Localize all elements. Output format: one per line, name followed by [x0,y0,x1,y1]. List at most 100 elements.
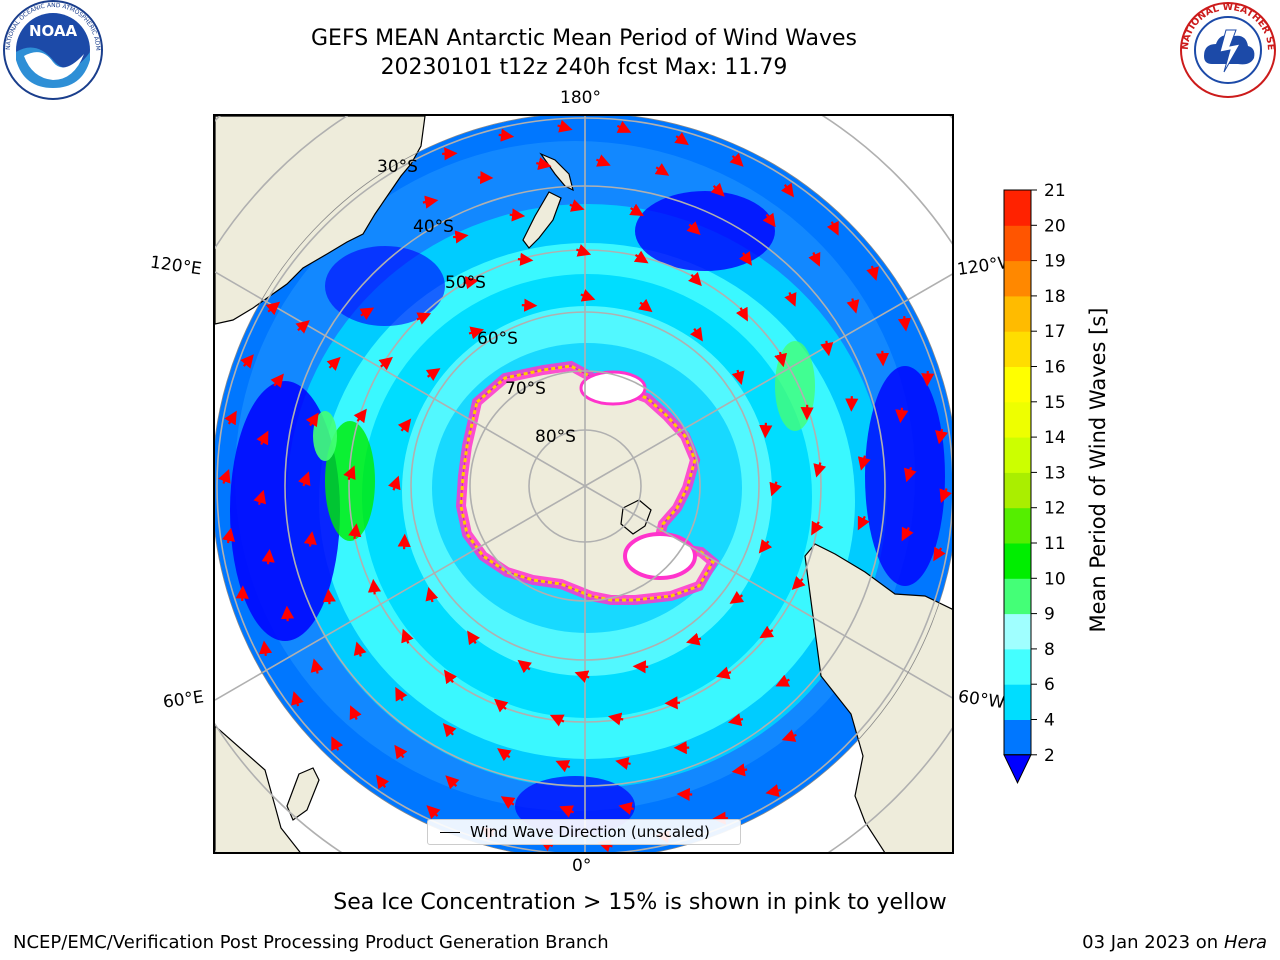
wind-wave-arrow [509,208,526,222]
wind-wave-arrow [253,489,267,506]
wind-wave-arrow [765,784,781,798]
wind-wave-arrow [901,526,914,542]
wind-wave-arrow [615,756,631,770]
wind-wave-arrow [935,428,948,445]
title: GEFS MEAN Antarctic Mean Period of Wind … [311,26,857,51]
wind-wave-arrow [607,712,624,726]
colorbar-segment [1004,719,1031,756]
legend-line-swatch [440,831,460,833]
wind-wave-arrow [425,587,439,603]
colorbar-tick-label: 12 [1044,499,1066,519]
wind-wave-arrow [452,230,469,244]
wind-wave-arrow [425,368,441,381]
wind-wave-arrow [549,714,565,727]
wind-wave-arrow [310,658,324,674]
wind-wave-arrow [497,748,512,762]
wind-wave-arrow [517,659,532,674]
colorbar: 2 4 6 8 9 10 11 12 13 14 15 16 17 18 19 20 21 [995,180,1075,790]
wind-wave-arrow [265,301,281,316]
colorbar-segment [1004,295,1031,332]
wind-wave-arrow [298,471,311,487]
colorbar-segment [1004,543,1031,579]
colorbar-segment [1004,225,1031,262]
wind-wave-arrow [291,691,304,707]
wind-wave-arrow [638,298,653,313]
lon-label-180: 180° [560,88,601,108]
wind-wave-arrow [463,276,479,290]
colorbar-segment [1004,437,1031,473]
wind-wave-arrow [256,430,269,446]
wind-wave-arrow [595,154,611,167]
wind-wave-arrow [735,306,748,322]
lat-label-40s: 40°S [413,217,454,237]
lon-label-60e: 60°E [161,687,206,713]
wind-wave-arrow [784,291,797,307]
wind-wave-arrow [388,475,401,491]
wind-wave-arrow [939,488,952,504]
wind-wave-arrow [395,686,408,702]
wind-wave-arrow [762,212,776,228]
noaa-logo-text: NOAA [29,22,78,40]
wind-wave-arrow [903,466,917,483]
wind-wave-arrow [574,670,590,683]
wind-wave-arrow [359,307,375,320]
wind-wave-arrow [261,548,275,565]
wind-wave-arrow [759,625,775,639]
wind-wave-arrow [895,407,909,424]
wind-wave-arrow [826,220,839,236]
wind-wave-arrow [557,119,573,133]
colorbar-tick-label: 13 [1044,463,1066,483]
lat-label-80s: 80°S [535,427,576,447]
wind-wave-arrow [576,244,592,257]
wind-wave-arrow [348,523,362,539]
wind-wave-arrow [280,605,295,622]
footer-credit: NCEP/EMC/Verification Post Processing Pr… [13,932,609,953]
lat-label-70s: 70°S [505,379,546,399]
wind-wave-arrow [618,801,634,815]
colorbar-segment [1004,684,1031,720]
wind-wave-arrow [633,250,649,264]
colorbar-segment [1004,366,1031,403]
wind-wave-arrow [536,157,552,171]
colorbar-segment [1004,613,1031,650]
landmasses [215,116,952,852]
colorbar-segment [1004,472,1031,509]
wind-wave-arrow [303,531,317,547]
wind-wave-arrows [218,119,952,852]
wind-wave-arrow [808,251,821,267]
footer-date: 03 Jan 2023 on Hera [1082,932,1267,953]
wind-wave-arrow [426,805,441,820]
colorbar-segment [1004,578,1031,615]
wind-wave-arrow [875,350,890,367]
wind-wave-arrow [394,744,408,760]
wind-wave-arrow [686,632,702,646]
wind-wave-arrow [897,315,912,332]
wind-wave-arrow [416,312,432,325]
colorbar-tick-label: 15 [1044,393,1066,413]
wind-wave-arrow [353,408,367,424]
wind-wave-arrow [727,713,744,727]
wind-wave-arrow [305,412,319,428]
colorbar-tick-label: 6 [1044,675,1055,695]
wind-wave-arrow [240,354,254,369]
wind-wave-arrow [616,120,632,133]
wind-wave-arrow [353,641,367,657]
wind-wave-arrow [857,515,870,531]
colorbar-label: Mean Period of Wind Waves [s] [1086,307,1110,633]
wind-wave-arrow [494,698,509,713]
wind-wave-arrow [367,578,382,595]
wind-wave-arrow [331,736,344,752]
wind-wave-arrow [654,163,670,176]
wind-wave-arrow [467,630,480,646]
wind-wave-arrow [376,774,390,790]
lat-label-60s: 60°S [477,329,518,349]
wind-wave-arrow [686,221,701,235]
colorbar-tick-label: 21 [1044,181,1066,201]
colorbar-tick-label: 8 [1044,640,1055,660]
wind-wave-arrow [933,546,946,562]
wind-wave-arrow [813,462,827,478]
wind-wave-arrow [397,418,412,433]
colorbar-segment [1004,190,1031,226]
wind-wave-arrow [710,182,725,197]
nws-logo: NATIONAL WEATHER SERVICE [1172,0,1280,100]
